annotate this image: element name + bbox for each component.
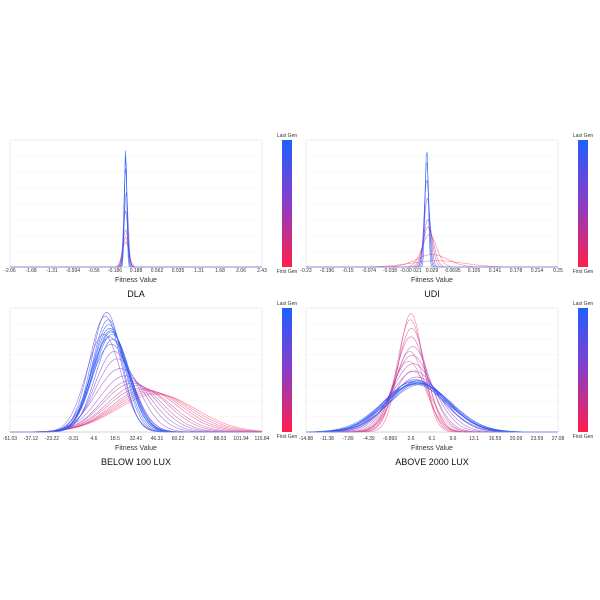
x-tick-label: 32.41 (130, 436, 143, 442)
chart-title: BELOW 100 LUX (101, 457, 171, 467)
x-tick-label: 101.94 (233, 436, 249, 442)
x-tick-label: 27.08 (552, 436, 565, 442)
x-tick-label: -11.38 (320, 436, 334, 442)
x-tick-label: -23.22 (45, 436, 59, 442)
x-tick-label: 2.43 (257, 268, 267, 274)
x-tick-label: 20.09 (510, 436, 523, 442)
panel-3: -51.03 -37.12 -23.22 -9.31 4.6 18.5 32.41 46.31… (3, 301, 298, 467)
density-curve-1 (305, 382, 558, 433)
x-tick-label: -1.31 (46, 268, 58, 274)
colorbar: Last Gen First Gen (277, 301, 298, 440)
x-tick-label: 0.562 (151, 268, 164, 274)
x-axis-label: Fitness Value (115, 277, 157, 284)
colorbar-gradient (282, 308, 292, 432)
panel-4: -14.88 -11.38 -7.89 -4.39 -0.893 2.6 6.1 9.6 13.… (299, 301, 594, 467)
x-tick-label: 9.6 (450, 436, 457, 442)
x-tick-label: -2.06 (4, 268, 16, 274)
x-tick-label: 6.1 (429, 436, 436, 442)
x-tick-label: 0.0695 (445, 268, 461, 274)
x-axis-label: Fitness Value (411, 445, 453, 452)
chart-title: UDI (424, 289, 440, 299)
colorbar: Last Gen First Gen (573, 133, 594, 275)
x-tick-label: -0.196 (320, 268, 334, 274)
x-tick-label: -14.88 (299, 436, 313, 442)
x-tick-label: -4.39 (363, 436, 375, 442)
x-tick-label: 0.214 (531, 268, 544, 274)
x-tick-label: 1.31 (194, 268, 204, 274)
x-tick-label: -0.23 (300, 268, 312, 274)
x-tick-label: 13.1 (469, 436, 479, 442)
x-tick-label: 0.188 (130, 268, 143, 274)
chart-title: ABOVE 2000 LUX (395, 457, 469, 467)
x-tick-label: 2.6 (408, 436, 415, 442)
colorbar-gradient (578, 140, 588, 267)
colorbar-bottom-label: First Gen (277, 434, 298, 440)
panel-2: -0.23 -0.196 -0.15 -0.074 -0.038 -0.00 021 0.0… (300, 133, 593, 299)
x-tick-label: -7.89 (342, 436, 354, 442)
colorbar-gradient (282, 140, 292, 267)
x-tick-label: 115.84 (255, 436, 270, 442)
x-tick-label: 0.029 (426, 268, 439, 274)
colorbar-bottom-label: First Gen (573, 269, 594, 275)
x-tick-label: -37.12 (24, 436, 38, 442)
x-tick-label: -9.31 (67, 436, 79, 442)
x-axis-label: Fitness Value (115, 445, 157, 452)
x-tick-label: 0.25 (553, 268, 563, 274)
x-tick-label: 0.105 (468, 268, 481, 274)
colorbar: Last Gen First Gen (573, 301, 594, 440)
x-tick-label: 16.59 (489, 436, 502, 442)
colorbar-bottom-label: First Gen (277, 269, 298, 275)
x-tick-label: 4.6 (91, 436, 98, 442)
x-tick-label: -0.893 (383, 436, 397, 442)
x-tick-label: 74.12 (193, 436, 206, 442)
x-tick-label: 18.5 (110, 436, 120, 442)
x-tick-label: -0.038 (383, 268, 397, 274)
x-tick-label: 88.03 (214, 436, 227, 442)
colorbar: Last Gen First Gen (277, 133, 298, 275)
colorbar-top-label: Last Gen (277, 133, 298, 139)
panel-1: -2.06 -1.68 -1.31 -0.934 -0.56 -0.186 0.188 0.5… (4, 133, 297, 299)
colorbar-top-label: Last Gen (573, 301, 594, 307)
x-tick-label: 2.06 (236, 268, 246, 274)
colorbar-top-label: Last Gen (277, 301, 298, 307)
x-axis-label: Fitness Value (411, 277, 453, 284)
x-tick-label: 1.68 (215, 268, 225, 274)
x-tick-label: -0.074 (362, 268, 376, 274)
colorbar-top-label: Last Gen (573, 133, 594, 139)
x-tick-label: -0.56 (88, 268, 100, 274)
x-tick-label: 0.935 (172, 268, 185, 274)
x-tick-label: 23.59 (531, 436, 544, 442)
x-tick-label: -0.934 (66, 268, 80, 274)
x-tick-label: -0.186 (108, 268, 122, 274)
colorbar-bottom-label: First Gen (573, 434, 594, 440)
x-tick-label: 60.22 (172, 436, 185, 442)
x-tick-label: -1.68 (25, 268, 37, 274)
x-tick-label: 0.141 (489, 268, 502, 274)
chart-title: DLA (127, 289, 145, 299)
x-tick-label: -0.00 021 (400, 268, 421, 274)
x-tick-label: -51.03 (3, 436, 17, 442)
x-tick-label: 46.31 (151, 436, 164, 442)
colorbar-gradient (578, 308, 588, 432)
x-tick-label: 0.178 (510, 268, 523, 274)
x-tick-label: -0.15 (342, 268, 354, 274)
